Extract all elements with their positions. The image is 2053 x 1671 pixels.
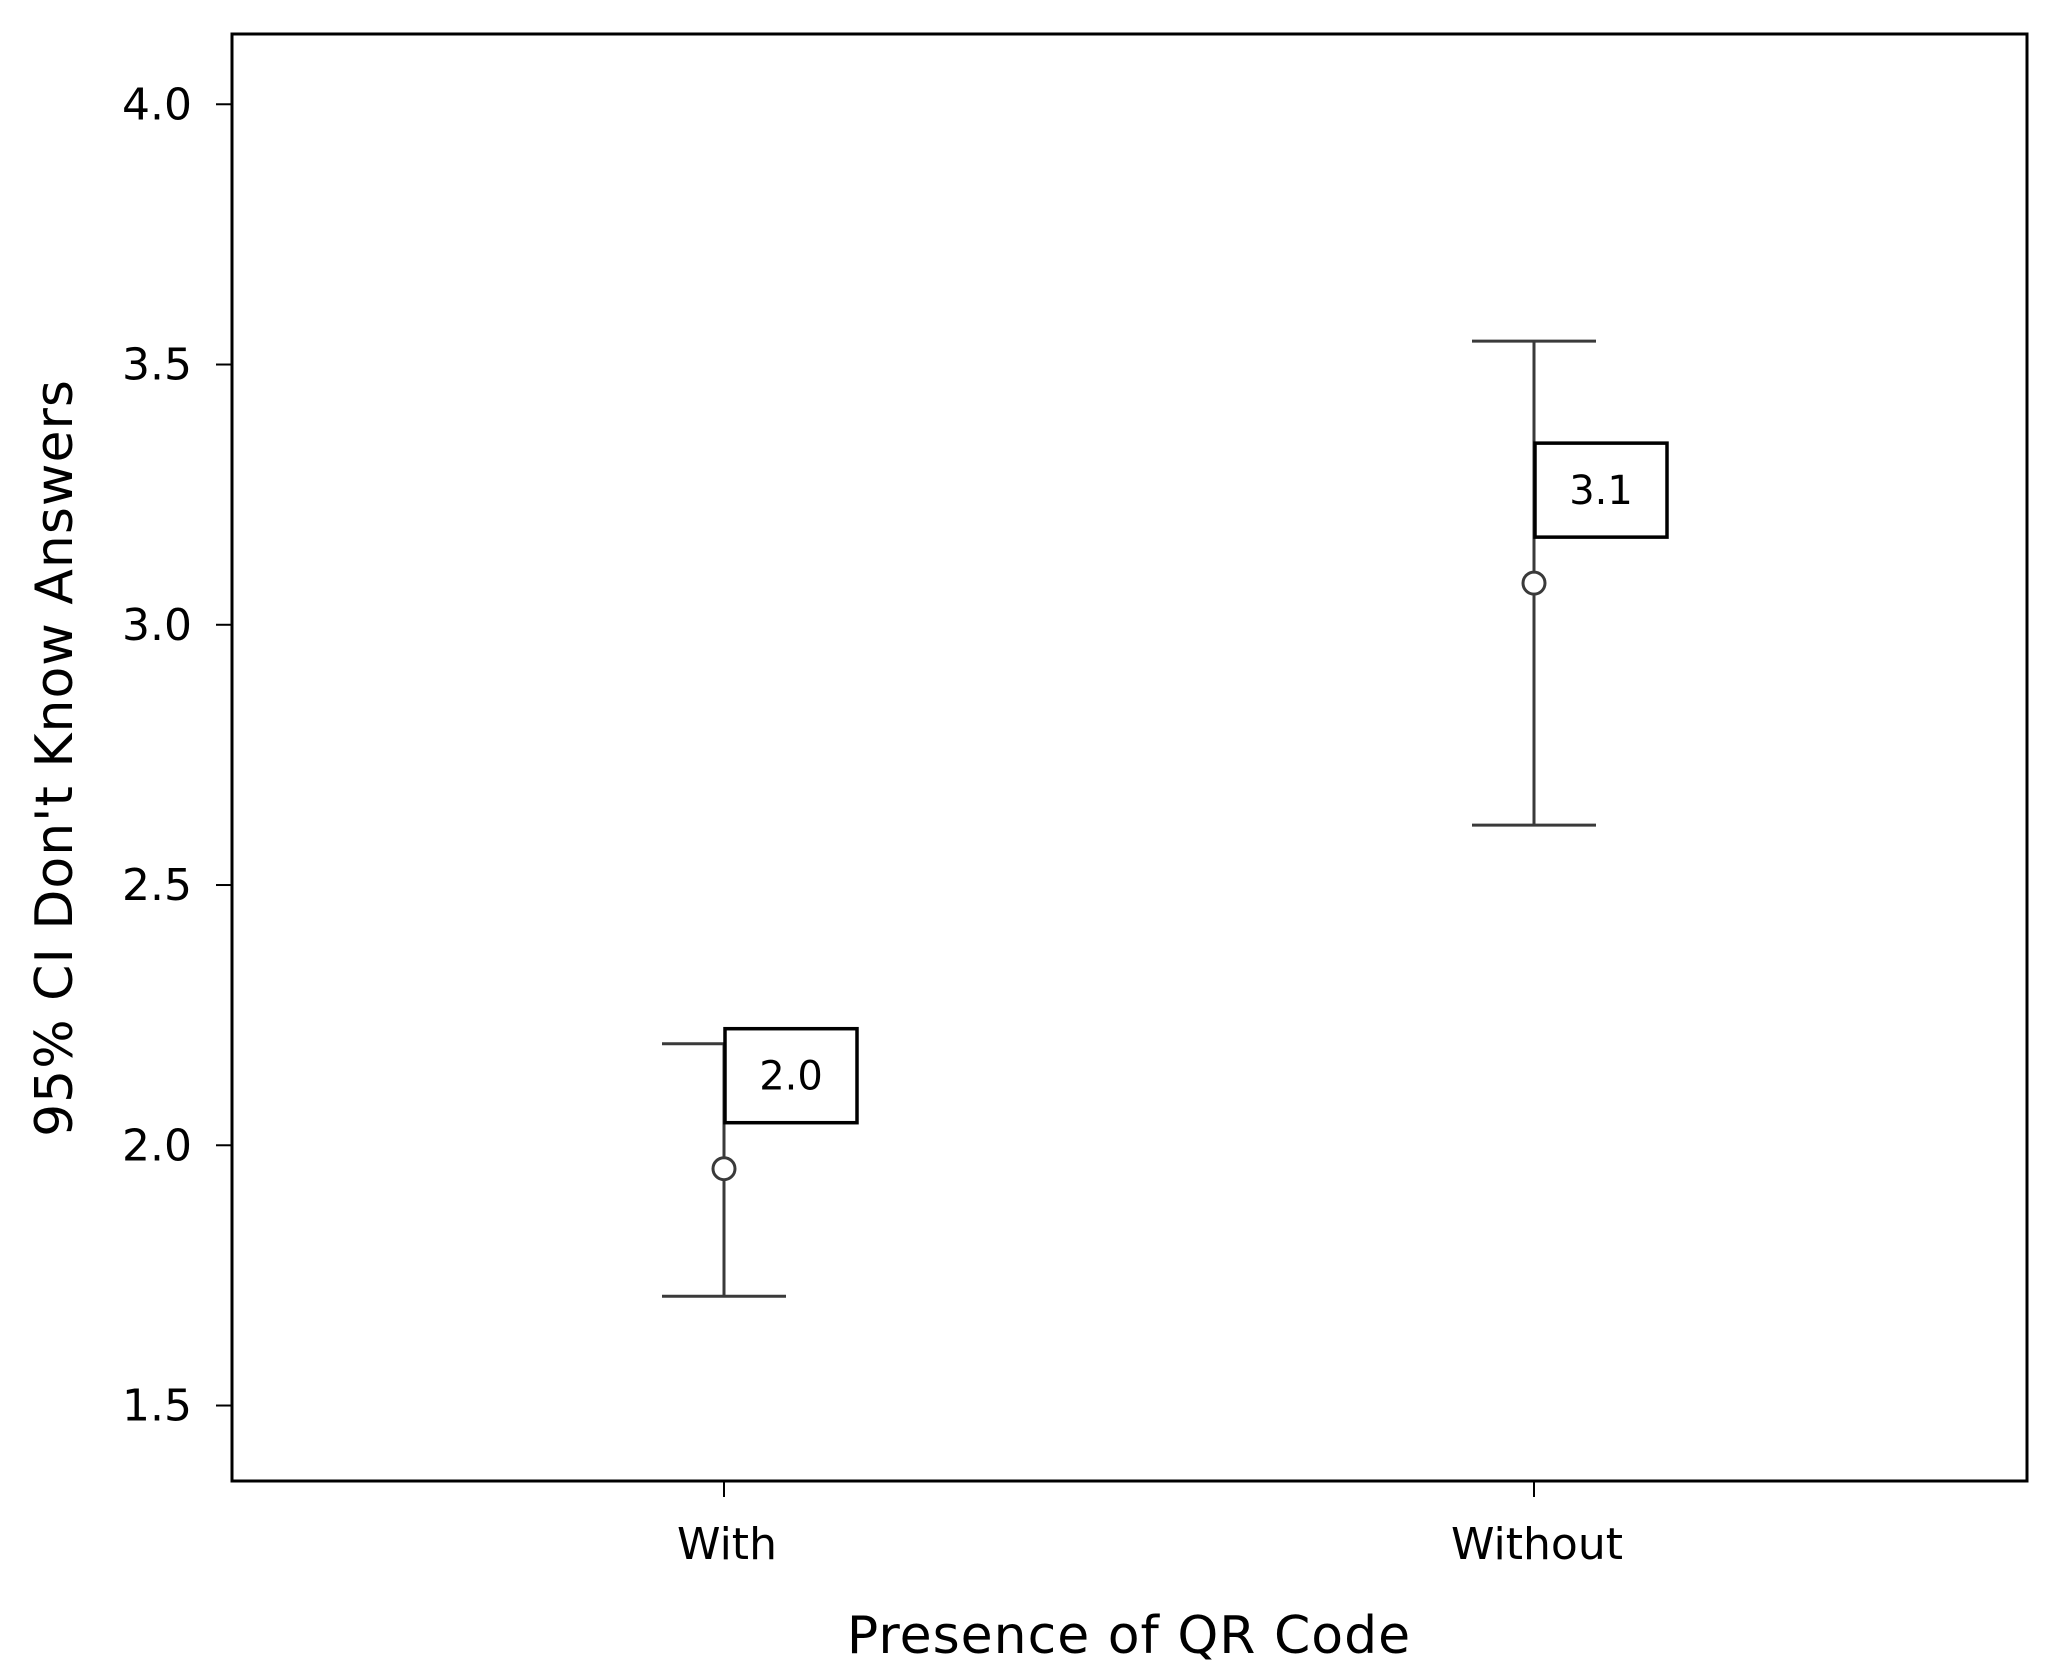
- data-marks: 2.0 3.1: [662, 339, 1669, 1298]
- y-tick-label: 3.5: [122, 340, 192, 391]
- y-axis: 1.5 2.0 2.5 3.0 3.5 4.0: [122, 79, 232, 1432]
- error-bar-group: 2.0: [662, 1026, 859, 1298]
- value-label-box: [723, 1026, 859, 1125]
- value-label: 3.1: [1569, 468, 1633, 514]
- y-tick-label: 2.0: [122, 1120, 192, 1171]
- y-tick-label: 2.5: [122, 860, 192, 911]
- x-axis-title: Presence of QR Code: [847, 1606, 1411, 1666]
- x-axis: With Without: [677, 1481, 1623, 1570]
- y-tick-label: 4.0: [122, 79, 192, 130]
- y-axis-title: 95% CI Don't Know Answers: [25, 379, 85, 1137]
- value-label-box: [1533, 441, 1669, 539]
- y-tick-label: 1.5: [122, 1381, 192, 1432]
- mean-marker: [711, 1156, 737, 1182]
- value-label: 2.0: [759, 1054, 823, 1100]
- x-tick-label: Without: [1451, 1519, 1623, 1570]
- plot-frame: [230, 32, 2029, 1483]
- x-tick-label: With: [677, 1519, 777, 1570]
- mean-marker: [1521, 570, 1547, 596]
- y-tick-label: 3.0: [122, 600, 192, 651]
- error-bar-group: 3.1: [1472, 339, 1669, 827]
